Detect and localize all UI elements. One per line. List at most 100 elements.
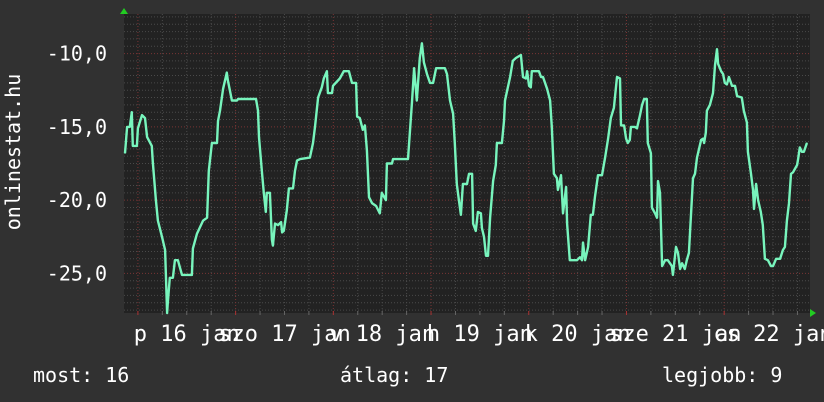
data-point (332, 85, 334, 87)
data-point (746, 121, 748, 124)
data-point (801, 151, 803, 153)
data-point (343, 70, 345, 72)
legend-current: most: 16 (33, 363, 129, 387)
data-point (684, 268, 686, 270)
data-point (475, 230, 477, 232)
data-point (312, 142, 314, 144)
data-point (786, 220, 788, 222)
data-point (375, 205, 377, 207)
data-point (565, 186, 567, 188)
data-point (269, 192, 271, 194)
data-point (266, 192, 268, 194)
data-point (753, 208, 755, 210)
data-point (481, 227, 483, 229)
data-point (562, 212, 564, 214)
y-axis-ticks: -10,0 -15,0 -20,0 -25,0 (47, 42, 107, 286)
data-point (331, 92, 333, 94)
data-point (672, 274, 674, 276)
data-point (551, 126, 553, 128)
data-point (772, 265, 774, 267)
data-point (515, 57, 517, 59)
grid (124, 14, 810, 315)
data-point (654, 212, 656, 214)
data-point (274, 223, 276, 225)
data-point (587, 246, 589, 248)
x-tick-label: k 20 jan (525, 322, 631, 347)
series-points (124, 42, 808, 314)
data-point (592, 214, 594, 216)
data-point (217, 120, 219, 122)
data-point (161, 236, 163, 238)
data-point (231, 99, 233, 102)
data-point (351, 82, 353, 84)
data-point (286, 209, 288, 211)
y-axis-arrow-icon (120, 8, 128, 14)
data-point (166, 312, 168, 314)
data-point (597, 174, 599, 176)
data-point (694, 173, 696, 175)
data-point (542, 76, 544, 78)
data-point (429, 82, 431, 84)
data-point (620, 124, 622, 126)
legend-best: legjobb: 9 (662, 363, 782, 387)
data-point (411, 101, 413, 103)
data-point (468, 173, 470, 175)
data-point (796, 164, 798, 166)
x-tick-label: p 16 jan (134, 322, 240, 347)
data-point (743, 110, 745, 112)
data-point (485, 255, 487, 257)
data-point (803, 151, 805, 153)
data-point (126, 126, 128, 128)
data-point (549, 99, 551, 102)
data-point (581, 259, 583, 261)
x-axis-arrow-icon (810, 309, 816, 317)
data-point (724, 82, 726, 84)
data-point (362, 129, 364, 131)
data-point (413, 67, 415, 69)
data-point (181, 274, 183, 276)
data-point (705, 132, 707, 134)
data-point (208, 170, 210, 172)
data-point (421, 42, 423, 44)
data-point (272, 245, 274, 247)
data-point (281, 231, 283, 233)
data-point (692, 177, 694, 179)
data-point (623, 124, 625, 126)
legend-average: átlag: 17 (340, 363, 448, 387)
data-point (522, 76, 524, 78)
data-point (590, 214, 592, 216)
data-point (659, 192, 661, 194)
data-point (454, 142, 456, 144)
data-point (540, 76, 542, 78)
data-point (206, 217, 208, 219)
data-point (323, 77, 325, 80)
data-point (151, 145, 153, 147)
data-point (339, 77, 341, 80)
data-point (355, 82, 357, 84)
data-point (703, 142, 705, 144)
data-point (124, 152, 126, 154)
data-point (444, 67, 446, 69)
x-tick-label: v 18 jan (329, 322, 435, 347)
data-point (141, 114, 143, 116)
data-point (775, 258, 777, 260)
data-point (560, 174, 562, 176)
data-point (255, 98, 257, 100)
data-point (371, 202, 373, 204)
data-point (501, 142, 503, 144)
data-point (569, 259, 571, 261)
data-point (172, 277, 174, 279)
data-point (169, 277, 171, 279)
data-point (726, 83, 728, 85)
data-point (423, 61, 425, 64)
data-point (386, 162, 388, 165)
data-point (667, 259, 669, 261)
data-point (472, 223, 474, 225)
data-point (530, 86, 532, 88)
data-point (137, 127, 139, 129)
data-point (661, 265, 663, 267)
data-point (706, 110, 708, 112)
data-point (717, 63, 719, 65)
data-point (432, 82, 434, 84)
data-point (782, 249, 784, 251)
